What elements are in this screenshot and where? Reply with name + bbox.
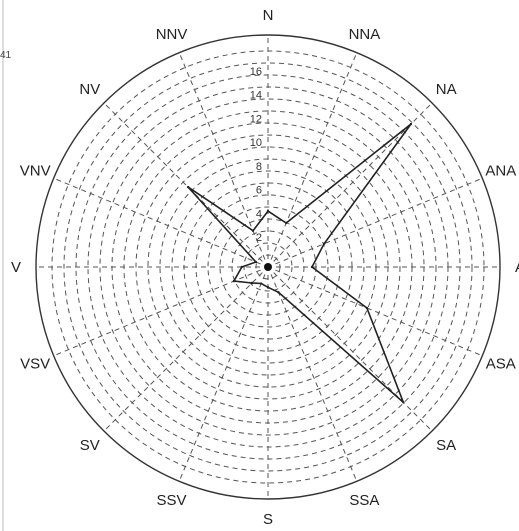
- direction-labels: N NNA NA ANA A ASA SA SSA S SSV SV VSV V VNV NV NNV: [11, 7, 519, 528]
- radial-tick-label: 16: [250, 66, 262, 78]
- data-point-na: [409, 122, 413, 126]
- direction-label-asa: ASA: [486, 355, 516, 372]
- grid-ring: [99, 98, 437, 436]
- direction-label-ssa: SSA: [349, 492, 379, 509]
- radial-tick-label: 14: [250, 90, 262, 102]
- direction-label-nv: NV: [79, 81, 100, 98]
- radial-tick-label: 6: [256, 185, 262, 197]
- direction-label-na: NA: [436, 81, 457, 98]
- radial-tick-label: 4: [256, 208, 262, 220]
- data-point-a: [310, 265, 314, 269]
- spoke-nnv: [178, 52, 266, 260]
- data-point-ana: [322, 242, 326, 245]
- direction-label-s: S: [263, 511, 273, 528]
- data-point-n: [266, 209, 270, 213]
- direction-label-nna: NNA: [349, 26, 381, 43]
- direction-label-vsv: VSV: [20, 355, 50, 372]
- grid-ring: [207, 206, 329, 328]
- data-point-asa: [365, 306, 369, 310]
- corner-label: 41: [0, 50, 12, 61]
- data-point-s: [266, 286, 270, 289]
- spoke-vnv: [53, 177, 261, 265]
- data-point-ssa: [277, 291, 280, 294]
- outer-ring: [35, 34, 501, 500]
- data-point-sv: [250, 281, 254, 285]
- direction-label-sa: SA: [436, 437, 456, 454]
- center-dot: [264, 263, 272, 271]
- spoke-na: [273, 102, 433, 262]
- data-point-vnv: [254, 260, 258, 264]
- spoke-nv: [103, 102, 263, 262]
- direction-label-ana: ANA: [485, 163, 516, 180]
- direction-label-a: A: [515, 259, 519, 276]
- radial-tick-label: 10: [250, 137, 262, 149]
- data-point-nna: [285, 221, 288, 225]
- radial-tick-label: 8: [256, 161, 262, 173]
- data-point-vsv: [232, 279, 236, 283]
- data-point-sa: [402, 401, 405, 404]
- direction-label-sv: SV: [80, 437, 100, 454]
- spoke-asa: [275, 269, 483, 357]
- grid-ring: [135, 134, 401, 400]
- direction-label-nnv: NNV: [156, 26, 188, 43]
- direction-label-v: V: [11, 259, 21, 276]
- spoke-sa: [273, 272, 433, 432]
- direction-label-vnv: VNV: [20, 163, 51, 180]
- grid-ring: [63, 62, 473, 472]
- radial-spokes: [36, 35, 500, 499]
- direction-label-n: N: [263, 7, 274, 24]
- grid-ring: [171, 170, 365, 364]
- spoke-nna: [270, 52, 358, 260]
- spoke-ssv: [178, 274, 266, 482]
- data-point-v: [240, 265, 243, 269]
- radial-tick-label: 12: [250, 113, 262, 125]
- data-point-nnv: [251, 229, 255, 232]
- radial-tick-labels: 2 4 6 8 10 12 14 16: [250, 66, 262, 244]
- data-point-nv: [186, 185, 190, 189]
- spoke-ana: [275, 177, 483, 265]
- spoke-sv: [103, 272, 263, 432]
- series-layer: [186, 122, 413, 404]
- radial-tick-label: 2: [256, 232, 262, 244]
- spoke-vsv: [53, 269, 261, 357]
- data-point-ssv: [259, 282, 263, 285]
- direction-label-ssv: SSV: [157, 492, 187, 509]
- spoke-ssa: [270, 274, 358, 482]
